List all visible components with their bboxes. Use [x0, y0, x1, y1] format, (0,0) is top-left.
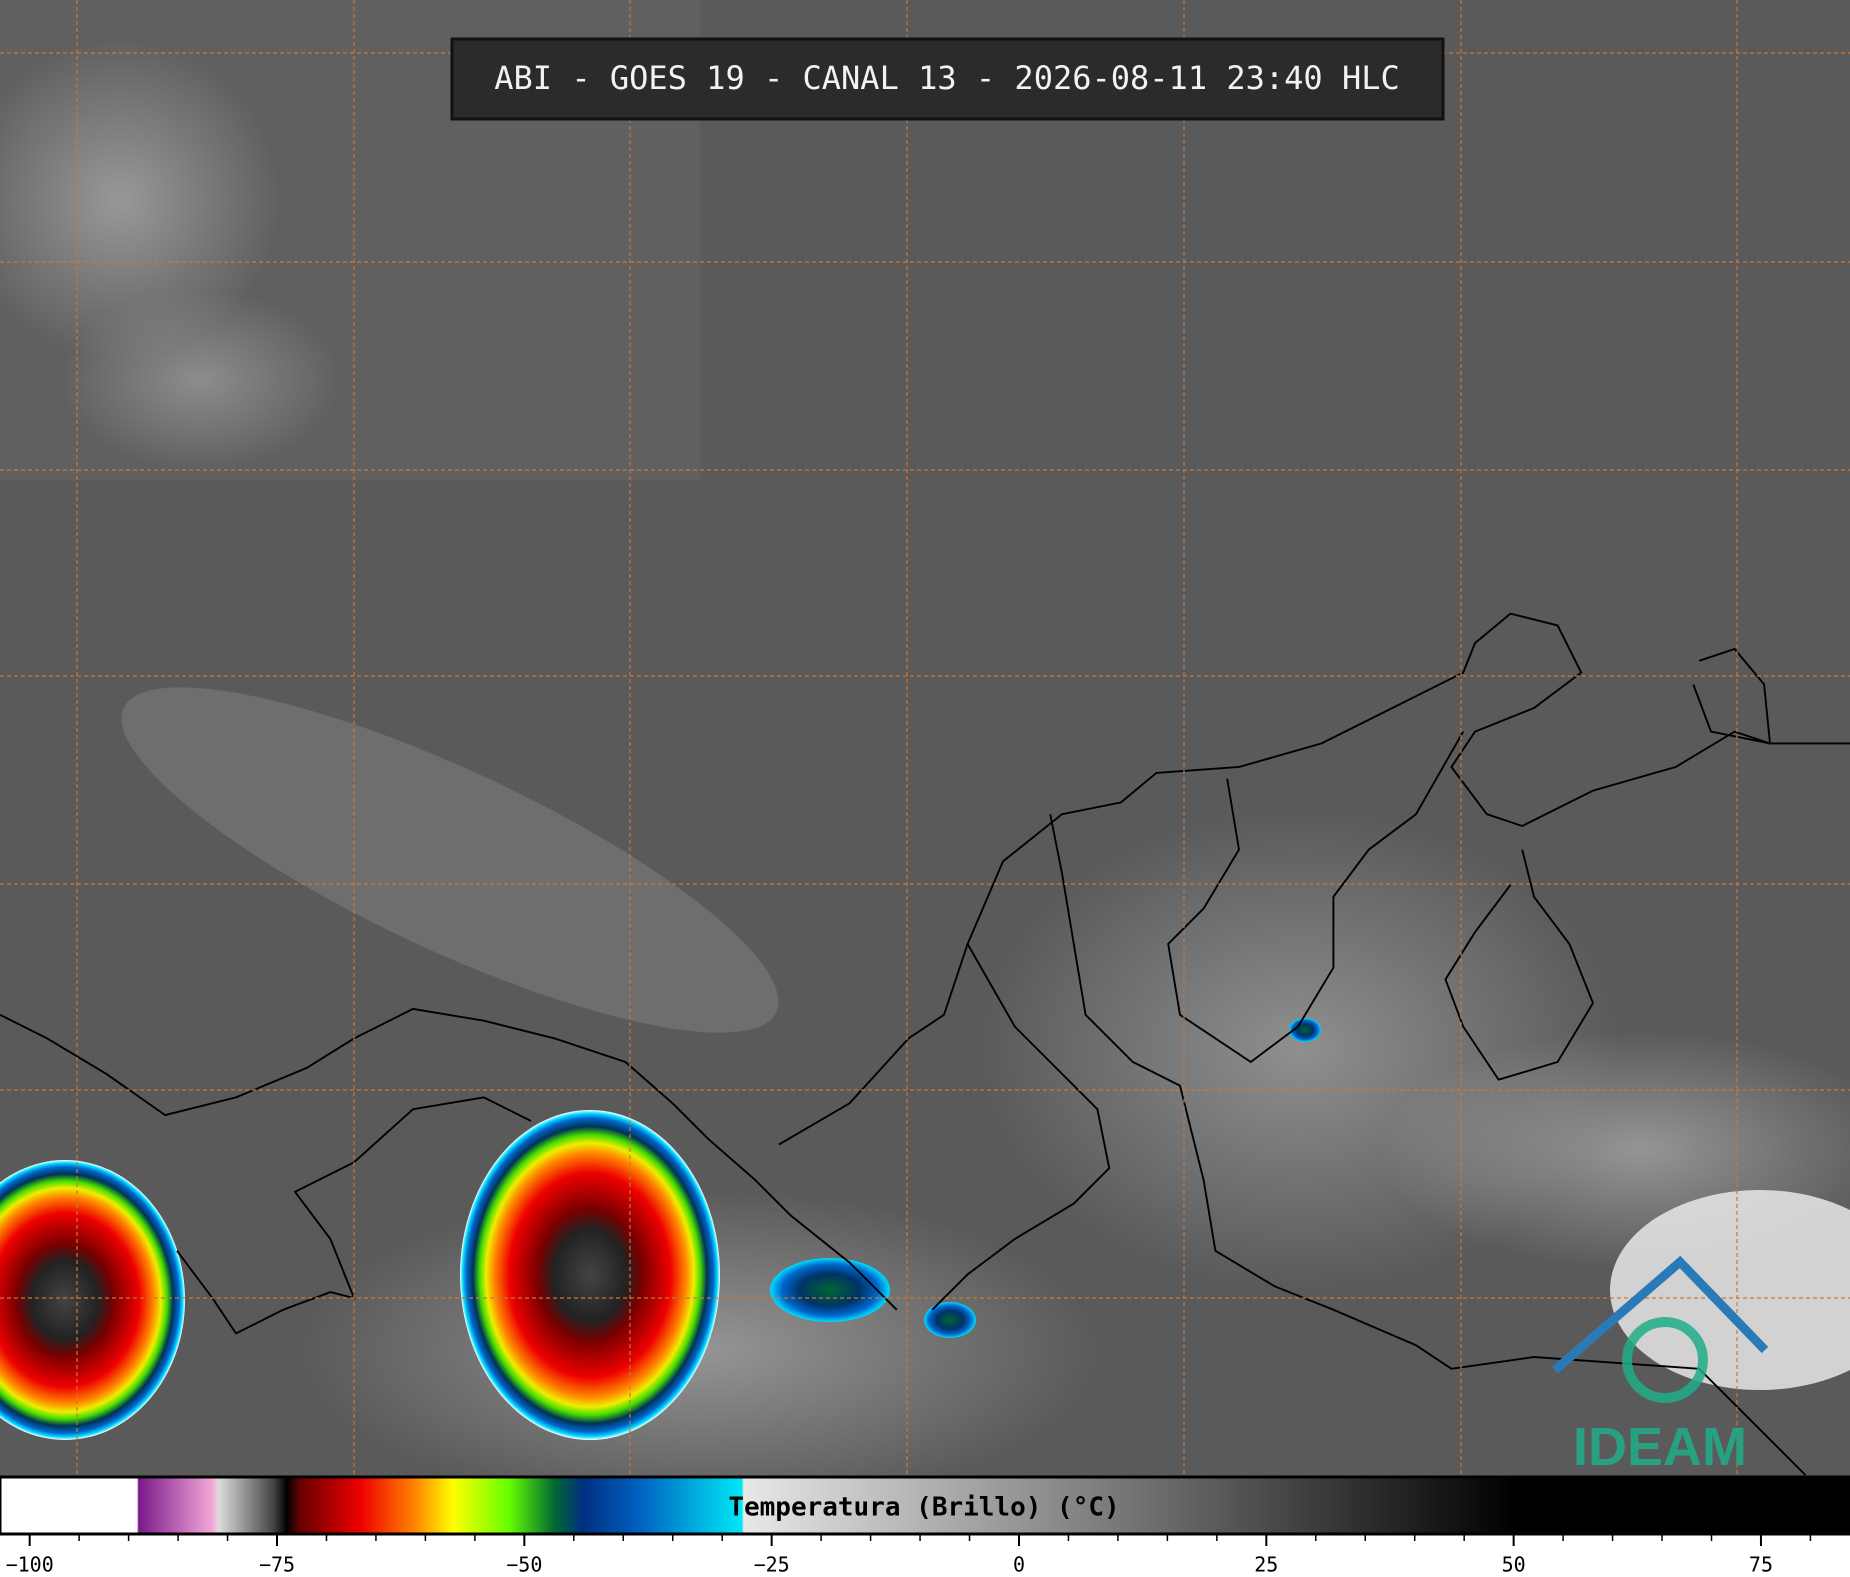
cloud	[60, 290, 340, 470]
graticule	[0, 0, 1850, 1477]
colorbar-ramp	[0, 1475, 1850, 1536]
coastlines	[0, 612, 1850, 1476]
map: IDEAM	[0, 0, 1850, 1510]
colorbar: Temperatura (Brillo) (°C) −100 −75 −50 −25 0…	[0, 1475, 1850, 1577]
title-background	[450, 37, 1445, 121]
logo-roof	[1552, 1255, 1769, 1374]
colorbar-tick-label: 25	[1254, 1553, 1278, 1577]
storm	[460, 1110, 720, 1440]
colorbar-tick-label: 50	[1502, 1553, 1526, 1577]
cloud	[1610, 1190, 1850, 1390]
colorbar-tick-label: −50	[506, 1553, 542, 1577]
cloud-band	[121, 687, 779, 1033]
storm-cell	[1289, 1018, 1321, 1042]
colorbar-label: Temperatura (Brillo) (°C)	[728, 1493, 1119, 1523]
logo-text: IDEAM	[1573, 1417, 1747, 1477]
storm-cell	[770, 1258, 890, 1322]
colorbar-tick-label: −75	[259, 1553, 295, 1577]
colorbar-tick-label: 75	[1749, 1553, 1773, 1577]
title: ABI - GOES 19 - CANAL 13 - 2026-08-11 23…	[494, 59, 1399, 97]
colorbar-tick-label: −100	[6, 1553, 54, 1577]
ideam-logo: IDEAM	[1552, 1255, 1769, 1477]
storm	[0, 1160, 185, 1440]
storm-cell	[924, 1302, 976, 1338]
colorbar-tick-label: −25	[754, 1553, 790, 1577]
title-box: ABI - GOES 19 - CANAL 13 - 2026-08-11 23…	[450, 37, 1445, 121]
logo-swirl	[1622, 1317, 1708, 1403]
colorbar-tick-label: 0	[1013, 1553, 1025, 1577]
cloud	[0, 40, 280, 360]
